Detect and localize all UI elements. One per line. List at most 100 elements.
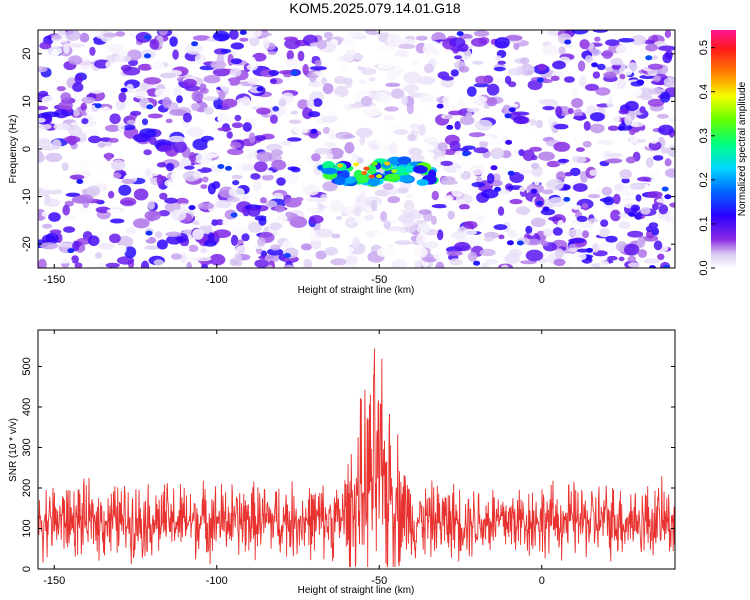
heatmap-cell: [572, 183, 588, 192]
heatmap-cell: [230, 212, 238, 218]
heatmap-cell: [106, 44, 124, 53]
heatmap-cell: [225, 165, 232, 171]
heatmap-cell: [63, 215, 78, 220]
heatmap-cell: [441, 76, 455, 81]
heatmap-cell: [458, 65, 470, 73]
heatmap-cell: [97, 142, 106, 148]
heatmap-cell: [228, 187, 245, 198]
heatmap-cell: [96, 262, 107, 268]
heatmap-cell: [653, 155, 664, 161]
heatmap-cell: [589, 169, 598, 176]
signal-cell: [428, 169, 437, 180]
heatmap-cell: [86, 185, 101, 197]
heatmap-cell: [516, 240, 524, 246]
heatmap-cell: [639, 106, 646, 114]
heatmap-cell: [636, 237, 646, 248]
heatmap-cell: [529, 118, 537, 127]
heatmap-cell: [377, 46, 386, 53]
heatmap-cell: [359, 190, 366, 203]
heatmap-cell: [80, 102, 88, 111]
signal-peak: [337, 163, 344, 168]
heatmap-cell: [324, 153, 334, 160]
heatmap-cell: [122, 66, 141, 76]
heatmap-cell: [356, 127, 373, 138]
heatmap-cell: [569, 167, 581, 177]
heatmap-cell: [220, 48, 232, 54]
heatmap-cell: [46, 46, 62, 56]
heatmap-cell: [207, 232, 215, 244]
heatmap-cell: [621, 178, 630, 184]
heatmap-cell: [98, 242, 115, 250]
heatmap-cell: [288, 119, 302, 124]
heatmap-cell: [130, 110, 142, 116]
heatmap-cell: [340, 66, 348, 73]
heatmap-cell: [146, 104, 154, 110]
heatmap-cell: [664, 194, 672, 200]
heatmap-cell: [449, 140, 461, 152]
heatmap-cell: [165, 118, 173, 124]
heatmap-cell: [625, 156, 637, 164]
heatmap-cell: [250, 173, 261, 180]
heatmap-cell: [525, 249, 544, 262]
heatmap-cell: [494, 186, 502, 192]
heatmap-cell: [443, 105, 459, 112]
heatmap-cell: [486, 83, 500, 96]
heatmap-cell: [382, 183, 394, 191]
heatmap-cell: [606, 153, 624, 158]
heatmap-cell: [618, 38, 635, 43]
heatmap-cell: [418, 209, 432, 215]
heatmap-cell: [475, 75, 489, 85]
colorbar-tick-label: 0.0: [698, 260, 710, 275]
heatmap-cell: [450, 69, 459, 77]
heatmap-cell: [645, 157, 654, 168]
snr-series-line: [38, 348, 675, 568]
heatmap-cell: [567, 228, 583, 238]
y-tick-label: 500: [21, 357, 33, 375]
heatmap-cell: [596, 63, 606, 71]
heatmap-cell: [127, 208, 140, 217]
heatmap-cell: [210, 248, 222, 255]
heatmap-cell: [601, 186, 613, 196]
heatmap-cell: [164, 197, 178, 204]
heatmap-cell: [267, 51, 277, 55]
heatmap-cell: [474, 214, 485, 223]
heatmap-cell: [186, 127, 204, 137]
heatmap-cell: [234, 114, 242, 122]
heatmap-cell: [180, 252, 187, 264]
heatmap-cell: [356, 60, 372, 68]
signal-peak: [384, 161, 391, 166]
x-tick-label: -100: [206, 274, 228, 286]
heatmap-cell: [360, 96, 373, 107]
heatmap-cell: [337, 46, 344, 52]
heatmap-cell: [117, 244, 127, 255]
heatmap-cell: [465, 112, 473, 118]
heatmap-cell: [502, 104, 512, 116]
heatmap-cell: [218, 90, 226, 101]
heatmap-cell: [583, 121, 591, 131]
heatmap-cell: [247, 207, 261, 217]
heatmap-cell: [83, 175, 98, 187]
heatmap-cell: [115, 31, 126, 37]
heatmap-cell: [630, 136, 639, 145]
heatmap-cell: [330, 258, 348, 266]
heatmap-cell: [162, 96, 172, 109]
heatmap-cell: [230, 42, 244, 50]
heatmap-cell: [595, 87, 611, 96]
heatmap-cell: [290, 167, 301, 173]
signal-peak: [391, 169, 398, 174]
heatmap-cell: [336, 215, 342, 220]
heatmap-cell: [262, 174, 274, 181]
heatmap-cell: [145, 167, 152, 177]
heatmap-cell: [626, 85, 642, 98]
heatmap-cell: [490, 165, 498, 171]
heatmap-cell: [441, 180, 459, 185]
heatmap-cell: [76, 194, 94, 204]
heatmap-cell: [487, 173, 495, 184]
heatmap-cell: [398, 38, 416, 45]
heatmap-cell: [454, 120, 461, 130]
heatmap-cell: [192, 170, 202, 179]
heatmap-cell: [369, 142, 379, 151]
heatmap-cell: [312, 98, 323, 107]
heatmap-cell: [663, 77, 675, 86]
heatmap-cell: [403, 199, 415, 211]
